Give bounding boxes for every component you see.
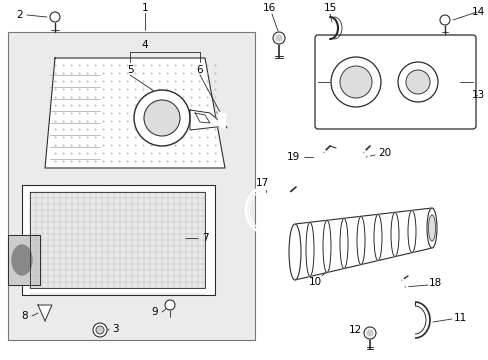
- Text: 15: 15: [323, 3, 336, 13]
- Text: 17: 17: [255, 178, 268, 188]
- Circle shape: [275, 35, 282, 41]
- Text: 8: 8: [21, 311, 28, 321]
- Ellipse shape: [426, 208, 436, 248]
- Text: 12: 12: [347, 325, 361, 335]
- Ellipse shape: [407, 210, 415, 253]
- Text: 14: 14: [471, 7, 484, 17]
- Polygon shape: [218, 112, 225, 128]
- Circle shape: [330, 57, 380, 107]
- Text: 4: 4: [142, 40, 148, 50]
- Polygon shape: [38, 305, 52, 321]
- Ellipse shape: [373, 214, 381, 261]
- Polygon shape: [195, 113, 209, 123]
- Circle shape: [134, 90, 190, 146]
- Text: 3: 3: [111, 324, 118, 334]
- Ellipse shape: [427, 215, 435, 241]
- FancyBboxPatch shape: [314, 35, 475, 129]
- Text: 20: 20: [378, 148, 391, 158]
- Ellipse shape: [305, 222, 313, 276]
- Text: 18: 18: [427, 278, 441, 288]
- Circle shape: [143, 100, 180, 136]
- Text: 1: 1: [142, 3, 148, 13]
- Ellipse shape: [356, 216, 364, 265]
- Circle shape: [339, 66, 371, 98]
- Bar: [8, 32, 254, 340]
- Polygon shape: [30, 192, 204, 288]
- Circle shape: [272, 32, 285, 44]
- Circle shape: [363, 327, 375, 339]
- Polygon shape: [190, 110, 224, 130]
- Ellipse shape: [323, 220, 330, 273]
- Ellipse shape: [288, 224, 301, 280]
- Circle shape: [397, 62, 437, 102]
- Polygon shape: [22, 185, 215, 295]
- Text: 7: 7: [201, 233, 208, 243]
- Circle shape: [96, 326, 104, 334]
- Text: 2: 2: [17, 10, 23, 20]
- Polygon shape: [45, 58, 224, 168]
- Text: 11: 11: [452, 313, 466, 323]
- Polygon shape: [8, 235, 40, 285]
- Ellipse shape: [390, 212, 398, 257]
- Text: 5: 5: [126, 65, 133, 75]
- Text: 10: 10: [308, 277, 321, 287]
- Text: 9: 9: [151, 307, 158, 317]
- Text: 16: 16: [262, 3, 275, 13]
- Text: 6: 6: [196, 65, 203, 75]
- Circle shape: [405, 70, 429, 94]
- Circle shape: [164, 300, 175, 310]
- Circle shape: [93, 323, 107, 337]
- Polygon shape: [294, 208, 431, 280]
- Text: 13: 13: [471, 90, 484, 100]
- Circle shape: [366, 330, 372, 336]
- Circle shape: [439, 15, 449, 25]
- Ellipse shape: [12, 245, 32, 275]
- Ellipse shape: [339, 218, 347, 269]
- Circle shape: [50, 12, 60, 22]
- Text: 19: 19: [286, 152, 299, 162]
